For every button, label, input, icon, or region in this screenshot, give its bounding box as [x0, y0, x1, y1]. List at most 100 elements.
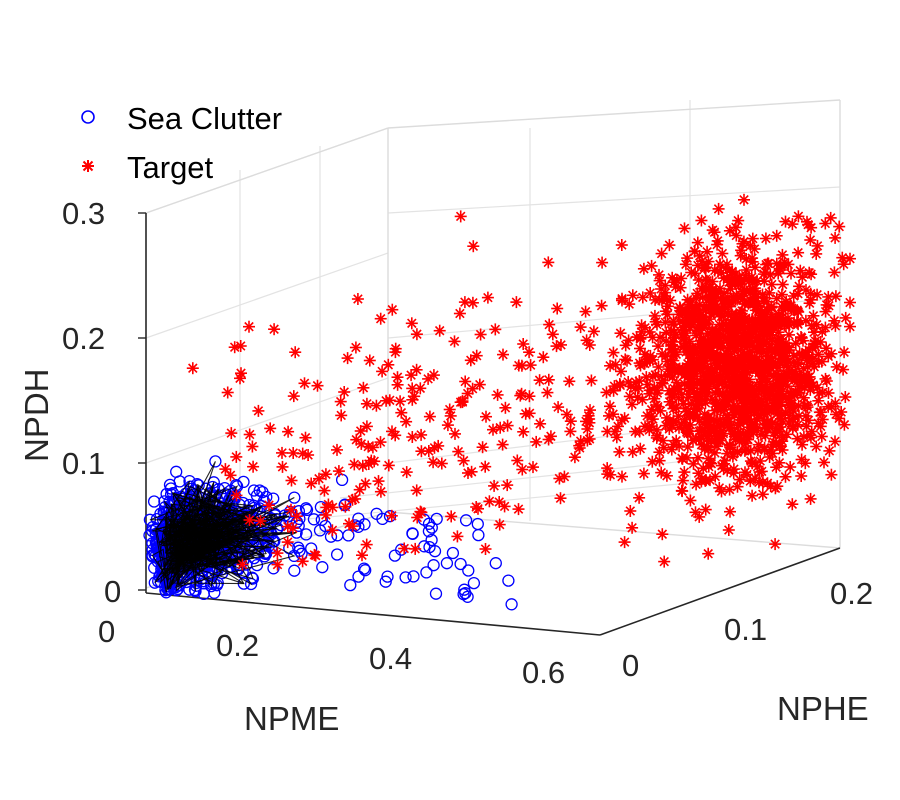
- clutter-point: [422, 525, 436, 538]
- target-point: [724, 505, 736, 518]
- clutter-point: [288, 564, 301, 577]
- target-point: [655, 247, 668, 260]
- target-point: [736, 237, 749, 250]
- target-point: [702, 547, 715, 560]
- legend-label-target: Target: [127, 150, 214, 185]
- target-point: [445, 510, 458, 523]
- x-tick-0.6: 0.6: [522, 655, 565, 690]
- target-point: [541, 386, 554, 399]
- target-point: [626, 289, 639, 302]
- target-point: [225, 427, 238, 440]
- target-point: [343, 517, 355, 530]
- clutter-point: [502, 574, 515, 587]
- target-point: [776, 278, 789, 291]
- target-point: [514, 389, 527, 402]
- target-point: [711, 234, 724, 247]
- target-point: [296, 447, 309, 460]
- clutter-point: [344, 578, 357, 592]
- clutter-point: [458, 583, 471, 596]
- target-point: [807, 309, 820, 322]
- target-point: [585, 374, 598, 387]
- target-point: [542, 256, 555, 269]
- clutter-point: [399, 571, 412, 584]
- target-point: [645, 259, 658, 272]
- clutter-point: [300, 503, 314, 517]
- target-point: [819, 217, 832, 230]
- target-point: [748, 243, 761, 255]
- target-point: [415, 428, 428, 441]
- target-point: [264, 422, 277, 435]
- clutter-point: [307, 513, 321, 526]
- clutter-point: [253, 484, 266, 497]
- clutter-point: [430, 512, 443, 526]
- target-point: [825, 468, 838, 481]
- target-point: [691, 236, 704, 249]
- target-point: [433, 324, 446, 337]
- target-point: [372, 475, 385, 488]
- target-point: [795, 470, 808, 482]
- target-point: [338, 386, 351, 398]
- target-point: [587, 325, 600, 338]
- target-point: [368, 455, 381, 468]
- target-point: [356, 549, 368, 562]
- target-point: [705, 281, 717, 293]
- target-point: [481, 291, 494, 304]
- hull-facet: [195, 517, 267, 567]
- target-point: [712, 202, 725, 215]
- hull-facet: [149, 485, 239, 521]
- target-point: [786, 498, 799, 511]
- target-point: [738, 193, 750, 206]
- target-point: [810, 440, 823, 453]
- target-point: [799, 457, 812, 470]
- y-tick-0.2: 0.2: [830, 576, 873, 611]
- target-point: [542, 373, 555, 386]
- target-point: [823, 444, 836, 457]
- target-point: [648, 309, 661, 322]
- target-point: [271, 558, 284, 571]
- target-point: [668, 326, 681, 339]
- hull-facet: [164, 516, 176, 547]
- z-axis-label: NPDH: [18, 368, 55, 462]
- target-point: [742, 427, 755, 439]
- target-point: [517, 338, 530, 350]
- target-point: [332, 465, 345, 478]
- target-point: [467, 240, 480, 253]
- target-point: [348, 458, 361, 471]
- target-point: [828, 266, 841, 279]
- clutter-point: [143, 529, 156, 542]
- target-point: [268, 323, 281, 336]
- clutter-point: [462, 564, 475, 577]
- target-point: [246, 440, 259, 453]
- clutter-point: [381, 570, 394, 583]
- clutter-point: [489, 557, 502, 570]
- target-point: [596, 256, 609, 269]
- target-point: [693, 249, 706, 262]
- target-point: [580, 334, 593, 347]
- clutter-point: [446, 546, 460, 560]
- target-point: [641, 378, 654, 391]
- target-point: [776, 444, 789, 456]
- target-point: [770, 229, 783, 242]
- target-point: [456, 396, 469, 409]
- target-point: [713, 481, 726, 494]
- hull-facet: [169, 539, 208, 552]
- target-point: [818, 456, 830, 469]
- clutter-point: [218, 481, 231, 495]
- target-point: [374, 436, 387, 449]
- target-point: [452, 445, 465, 458]
- target-point: [287, 390, 300, 403]
- clutter-point: [316, 561, 329, 574]
- target-point: [769, 538, 782, 551]
- target-point: [624, 505, 637, 517]
- target-point: [410, 484, 423, 497]
- target-point: [299, 431, 312, 444]
- clutter-point: [406, 527, 419, 540]
- target-point: [516, 463, 529, 476]
- target-point: [808, 326, 820, 339]
- clutter-point: [313, 524, 327, 537]
- clutter-point: [471, 517, 484, 531]
- z-tick-0.2: 0.2: [62, 321, 105, 356]
- target-point: [844, 320, 856, 333]
- target-point: [319, 509, 332, 521]
